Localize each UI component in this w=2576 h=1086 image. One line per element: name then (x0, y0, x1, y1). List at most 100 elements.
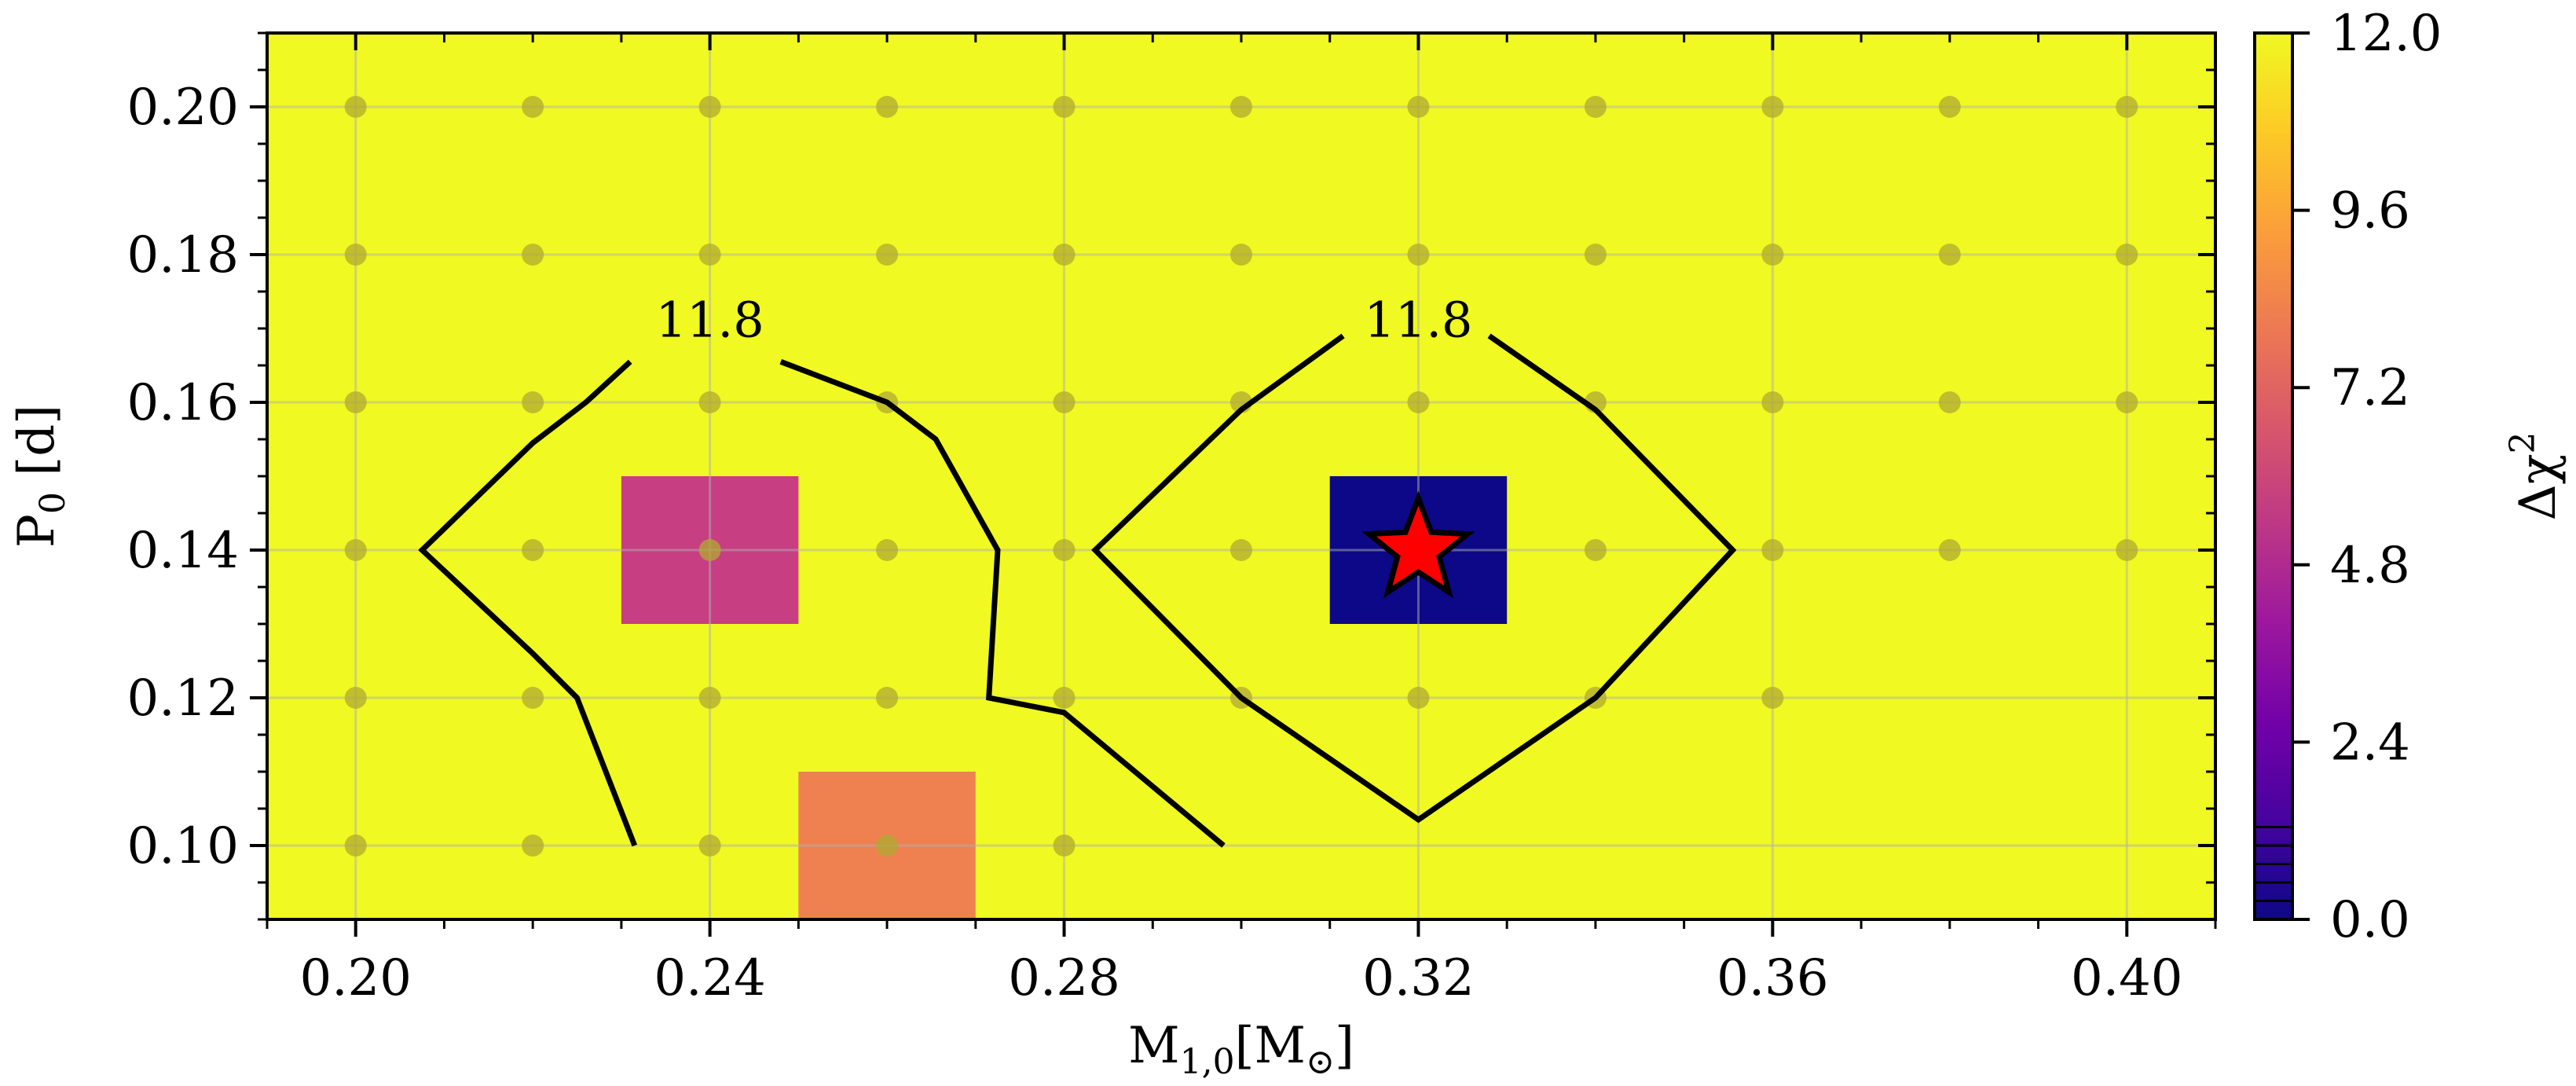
x-axis-label-main: M (1128, 1017, 1180, 1075)
grid-point (1407, 687, 1430, 709)
colorbar: 0.0 2.4 4.8 7.2 9.6 12.0 Δχ2 (2253, 5, 2567, 949)
grid-point (344, 687, 367, 709)
grid-point (344, 539, 367, 561)
grid-point (522, 391, 544, 413)
colorbar-label-main: Δχ (2509, 454, 2567, 521)
y-tick-label: 0.14 (127, 522, 240, 580)
colorbar-tick-label: 0.0 (2330, 891, 2410, 949)
colorbar-tick-label: 4.8 (2330, 537, 2410, 595)
colorbar-tick-label: 9.6 (2330, 182, 2410, 240)
contours: 11.8 11.8 (418, 292, 1737, 848)
grid-point (1761, 687, 1784, 709)
grid-point (1053, 244, 1075, 266)
grid-point (2116, 539, 2138, 561)
colorbar-label: Δχ2 (2503, 432, 2567, 521)
contour-line (779, 359, 1226, 848)
colorbar-contour-lines (2255, 826, 2292, 902)
y-tick-label: 0.12 (127, 670, 240, 728)
grid-point (344, 391, 367, 413)
grid-point (876, 96, 899, 118)
grid-point (522, 835, 544, 857)
grid-point (1584, 96, 1607, 118)
x-axis-label-unit-symbol: ⊙ (1306, 1042, 1335, 1082)
grid-point (1053, 835, 1075, 857)
grid-point (344, 96, 367, 118)
x-tick-label: 0.40 (2071, 949, 2183, 1007)
grid-point (522, 244, 544, 266)
x-tick-label: 0.32 (1362, 949, 1475, 1007)
grid-point (522, 96, 544, 118)
grid-point (1230, 244, 1252, 266)
x-tick-label: 0.36 (1717, 949, 1829, 1007)
grid-point (1938, 244, 1961, 266)
grid-point (1053, 96, 1075, 118)
y-tick-label: 0.16 (127, 374, 240, 432)
colorbar-tick-label: 2.4 (2330, 714, 2410, 772)
grid-point (1053, 687, 1075, 709)
grid-point (698, 391, 721, 413)
x-axis-label-unit-close: ] (1335, 1017, 1354, 1075)
grid-point (1761, 244, 1784, 266)
y-tick-label: 0.10 (127, 817, 240, 875)
x-axis-label-unit-open: [M (1235, 1017, 1306, 1075)
grid-point (1938, 391, 1961, 413)
grid-point (1584, 539, 1607, 561)
grid-point (344, 835, 367, 857)
x-tick-label: 0.28 (1008, 949, 1120, 1007)
best-fit-layer (1361, 490, 1475, 599)
grid-point (876, 539, 899, 561)
x-tick-label: 0.20 (299, 949, 412, 1007)
colorbar-tick-label: 7.2 (2330, 359, 2410, 417)
grid-point (1938, 96, 1961, 118)
grid-point (2116, 96, 2138, 118)
grid-point (1053, 391, 1075, 413)
grid-point (344, 244, 367, 266)
x-axis-label-subscript: 1,0 (1180, 1042, 1235, 1082)
contour-line (1091, 333, 1737, 824)
grid-point (522, 539, 544, 561)
grid-point (1938, 539, 1961, 561)
y-axis-label: P0 [d] (8, 405, 73, 548)
grid-point (1407, 391, 1430, 413)
y-axis-label-unit: [d] (8, 405, 66, 492)
grid-point (698, 835, 721, 857)
grid-point (1230, 96, 1252, 118)
colorbar-gradient (2255, 33, 2292, 919)
grid-point (522, 687, 544, 709)
grid-point (876, 687, 899, 709)
y-axis-label-subscript: 0 (33, 492, 73, 514)
grid-point (876, 835, 899, 857)
grid-point (698, 687, 721, 709)
grid-points (344, 96, 2138, 857)
grid-point (1230, 539, 1252, 561)
grid-point (1407, 244, 1430, 266)
grid-point (2116, 244, 2138, 266)
svg-text:M1,0[M⊙]: M1,0[M⊙] (1128, 1017, 1354, 1082)
grid-point (876, 244, 899, 266)
grid-point (698, 96, 721, 118)
colorbar-frame (2253, 31, 2294, 921)
colorbar-ticks: 0.0 2.4 4.8 7.2 9.6 12.0 (2292, 5, 2442, 949)
grid-point (1761, 96, 1784, 118)
heatmap-background (267, 33, 2215, 919)
grid-point (1407, 96, 1430, 118)
contour-line (418, 359, 638, 847)
grid-point (1053, 539, 1075, 561)
x-axis-label: M1,0[M⊙] (1128, 1017, 1354, 1082)
colorbar-tick-label: 12.0 (2330, 5, 2442, 63)
y-tick-label: 0.20 (127, 79, 240, 137)
svg-text:P0 [d]: P0 [d] (8, 405, 73, 548)
best-fit-star-marker (1361, 490, 1475, 599)
grid-point (1761, 539, 1784, 561)
grid-point (2116, 391, 2138, 413)
y-axis-label-main: P (8, 514, 66, 548)
grid-point (1761, 391, 1784, 413)
grid-point (698, 539, 721, 561)
x-tick-label: 0.24 (654, 949, 766, 1007)
contour-label: 11.8 (656, 292, 764, 349)
contour-label: 11.8 (1364, 292, 1472, 349)
grid-point (1584, 244, 1607, 266)
y-tick-label: 0.18 (127, 226, 240, 284)
colorbar-label-superscript: 2 (2503, 432, 2543, 454)
